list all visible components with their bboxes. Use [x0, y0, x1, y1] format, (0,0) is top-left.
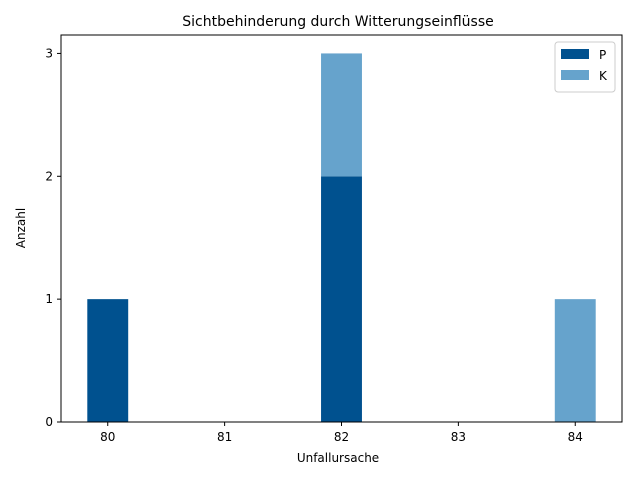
legend-label-k: K: [599, 69, 608, 83]
x-tick-label: 84: [568, 430, 583, 444]
x-tick-label: 82: [334, 430, 349, 444]
chart-title: Sichtbehinderung durch Witterungseinflüs…: [182, 14, 494, 30]
x-axis-label: Unfallursache: [297, 451, 379, 465]
legend-swatch-p: [561, 49, 589, 59]
y-axis-ticks: 0 1 2 3: [45, 46, 61, 429]
bar-p-80: [87, 299, 129, 422]
x-axis-ticks: 80 81 82 83 84: [100, 422, 583, 444]
x-tick-label: 81: [217, 430, 232, 444]
y-tick-label: 3: [45, 46, 53, 60]
legend[interactable]: PK: [554, 41, 616, 93]
bar-p-82: [321, 176, 362, 422]
x-tick-label: 80: [100, 430, 115, 444]
legend-label-p: P: [599, 48, 606, 62]
legend-swatch-k: [561, 70, 589, 80]
y-tick-label: 2: [45, 169, 53, 183]
y-tick-label: 0: [45, 415, 53, 429]
bar-k-84: [554, 299, 596, 422]
x-tick-label: 83: [451, 430, 466, 444]
y-tick-label: 1: [45, 292, 53, 306]
bar-k-82: [321, 53, 362, 177]
y-axis-label: Anzahl: [14, 208, 28, 248]
bars: [87, 53, 596, 422]
